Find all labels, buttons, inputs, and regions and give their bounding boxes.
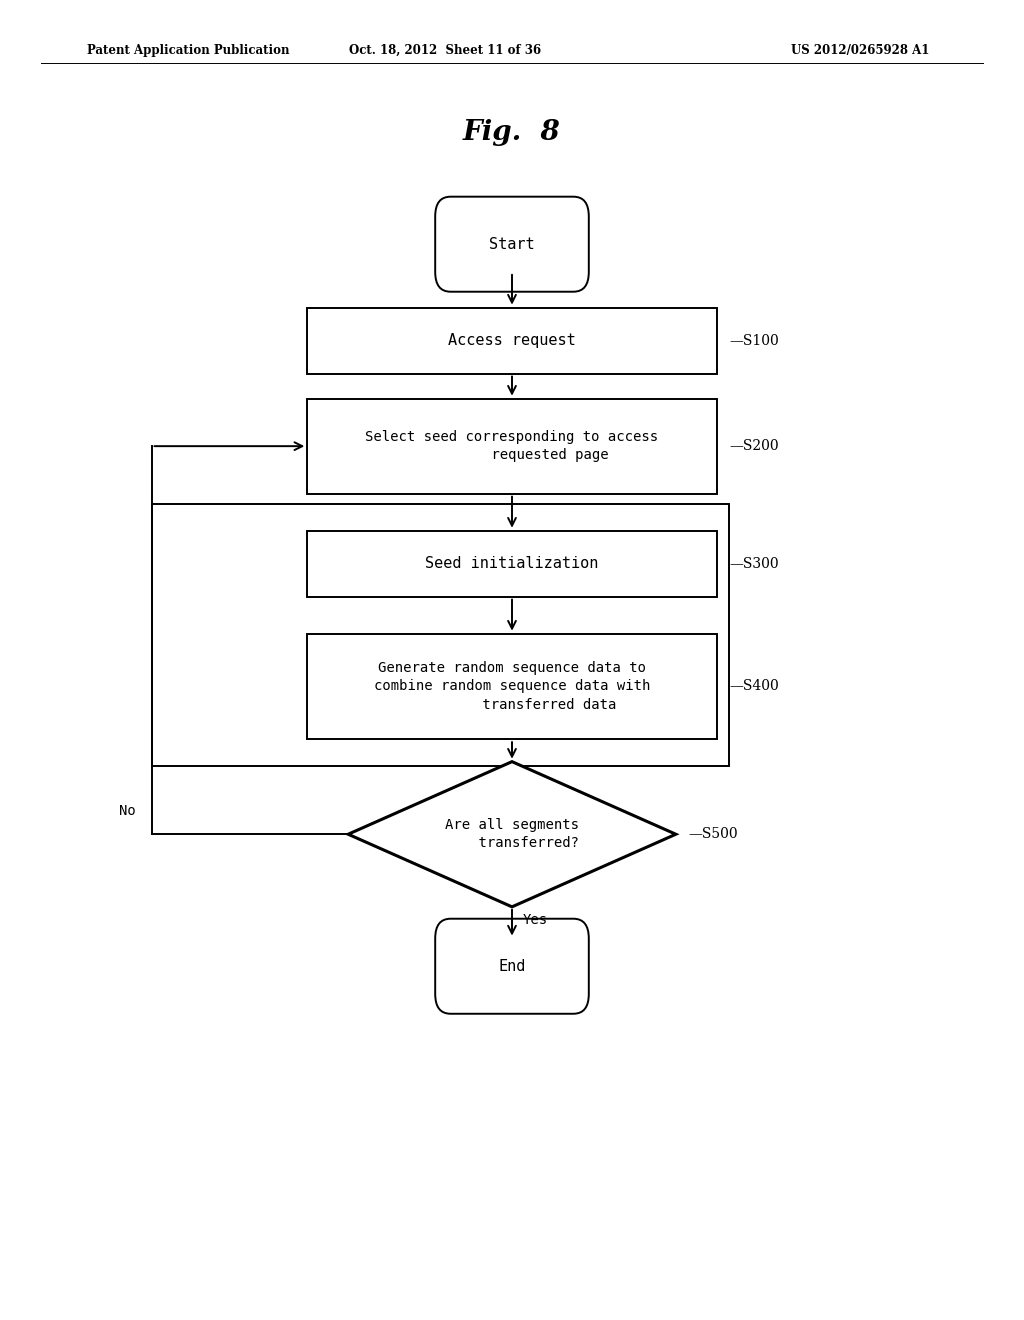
Text: No: No [120, 804, 136, 818]
Text: End: End [499, 958, 525, 974]
Text: Oct. 18, 2012  Sheet 11 of 36: Oct. 18, 2012 Sheet 11 of 36 [349, 44, 542, 57]
FancyBboxPatch shape [307, 531, 717, 597]
Text: Start: Start [489, 236, 535, 252]
Text: —S400: —S400 [729, 680, 779, 693]
Text: Generate random sequence data to
combine random sequence data with
         tran: Generate random sequence data to combine… [374, 661, 650, 711]
Text: Fig.  8: Fig. 8 [463, 119, 561, 145]
FancyBboxPatch shape [307, 308, 717, 374]
Text: Select seed corresponding to access
         requested page: Select seed corresponding to access requ… [366, 430, 658, 462]
FancyBboxPatch shape [307, 399, 717, 494]
FancyBboxPatch shape [435, 919, 589, 1014]
Text: Patent Application Publication: Patent Application Publication [87, 44, 290, 57]
Text: Access request: Access request [449, 333, 575, 348]
FancyBboxPatch shape [152, 504, 729, 766]
Text: Are all segments
    transferred?: Are all segments transferred? [445, 818, 579, 850]
FancyBboxPatch shape [435, 197, 589, 292]
FancyBboxPatch shape [307, 634, 717, 739]
Polygon shape [348, 762, 676, 907]
Text: Seed initialization: Seed initialization [425, 556, 599, 572]
Text: —S500: —S500 [688, 828, 737, 841]
Text: US 2012/0265928 A1: US 2012/0265928 A1 [791, 44, 930, 57]
Text: —S200: —S200 [729, 440, 778, 453]
Text: —S100: —S100 [729, 334, 779, 347]
Text: Yes: Yes [522, 913, 548, 928]
Text: —S300: —S300 [729, 557, 778, 570]
